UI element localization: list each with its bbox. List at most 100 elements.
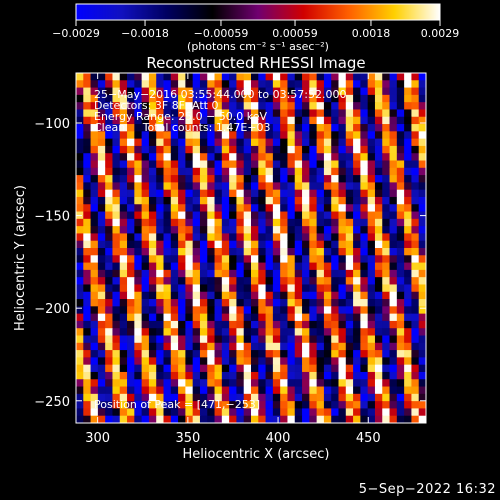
heatmap-cell: [418, 379, 427, 387]
heatmap-cell: [229, 102, 237, 110]
heatmap-cell: [148, 401, 157, 409]
heatmap-cell: [229, 116, 237, 125]
heatmap-cell: [192, 393, 201, 402]
heatmap-cell: [331, 277, 339, 285]
heatmap-cell: [272, 204, 281, 212]
heatmap-cell: [185, 204, 194, 212]
heatmap-cell: [367, 94, 376, 103]
heatmap-cell: [192, 415, 201, 424]
heatmap-cell: [338, 226, 347, 234]
heatmap-cell: [294, 335, 303, 344]
heatmap-cell: [382, 226, 390, 234]
heatmap-cell: [127, 284, 135, 293]
heatmap-cell: [367, 371, 376, 380]
heatmap-cell: [404, 248, 412, 256]
heatmap-cell: [148, 284, 157, 293]
heatmap-cell: [199, 320, 208, 329]
heatmap-cell: [258, 371, 266, 380]
heatmap-cell: [148, 211, 157, 220]
heatmap-cell: [199, 262, 208, 271]
heatmap-cell: [163, 320, 172, 329]
heatmap-cell: [404, 284, 412, 293]
heatmap-cell: [316, 102, 325, 110]
heatmap-cell: [374, 153, 383, 161]
heatmap-cell: [236, 153, 245, 161]
heatmap-cell: [90, 262, 99, 271]
heatmap-cell: [148, 233, 157, 242]
heatmap-cell: [229, 393, 237, 402]
heatmap-cell: [353, 175, 361, 183]
heatmap-cell: [258, 313, 266, 322]
heatmap-cell: [141, 342, 150, 351]
heatmap-cell: [185, 80, 194, 88]
heatmap-cell: [360, 240, 369, 249]
heatmap-cell: [90, 153, 99, 161]
heatmap-cell: [367, 131, 376, 140]
heatmap-cell: [309, 153, 318, 161]
heatmap-cell: [90, 145, 99, 154]
heatmap-cell: [309, 80, 318, 88]
heatmap-cell: [418, 401, 427, 409]
heatmap-cell: [302, 167, 310, 176]
heatmap-cell: [119, 299, 128, 307]
heatmap-cell: [272, 131, 281, 140]
heatmap-cell: [105, 342, 113, 351]
heatmap-cell: [178, 401, 186, 409]
heatmap-cell: [83, 350, 91, 358]
heatmap-cell: [294, 291, 303, 300]
heatmap-cell: [323, 153, 332, 161]
heatmap-cell: [367, 255, 376, 263]
heatmap-cell: [97, 313, 106, 322]
heatmap-cell: [199, 160, 208, 169]
heatmap-cell: [411, 153, 420, 161]
heatmap-cell: [404, 226, 412, 234]
heatmap-cell: [360, 131, 369, 140]
heatmap-cell: [280, 87, 288, 96]
heatmap-cell: [90, 277, 99, 285]
heatmap-cell: [389, 138, 398, 147]
heatmap-cell: [367, 320, 376, 329]
heatmap-cell: [214, 269, 223, 278]
heatmap-cell: [280, 138, 288, 147]
heatmap-cell: [353, 196, 361, 205]
heatmap-cell: [411, 73, 420, 81]
heatmap-cell: [221, 386, 230, 395]
heatmap-cell: [272, 277, 281, 285]
heatmap-cell: [119, 204, 128, 212]
heatmap-cell: [90, 364, 99, 373]
heatmap-cell: [97, 364, 106, 373]
heatmap-cell: [97, 73, 106, 81]
heatmap-cell: [141, 160, 150, 169]
heatmap-cell: [404, 415, 412, 424]
heatmap-cell: [105, 218, 113, 227]
heatmap-cell: [294, 196, 303, 205]
heatmap-cell: [105, 175, 113, 183]
heatmap-cell: [207, 167, 215, 176]
heatmap-cell: [374, 116, 383, 125]
heatmap-cell: [309, 371, 318, 380]
heatmap-cell: [76, 131, 84, 140]
heatmap-cell: [76, 401, 84, 409]
heatmap-cell: [236, 364, 245, 373]
heatmap-cell: [207, 218, 215, 227]
heatmap-cell: [418, 328, 427, 336]
heatmap-cell: [309, 87, 318, 96]
heatmap-cell: [287, 80, 296, 88]
heatmap-cell: [309, 248, 318, 256]
heatmap-cell: [221, 415, 230, 424]
heatmap-cell: [141, 138, 150, 147]
heatmap-cell: [411, 204, 420, 212]
heatmap-cell: [221, 313, 230, 322]
heatmap-cell: [236, 277, 245, 285]
heatmap-cell: [221, 124, 230, 132]
heatmap-cell: [112, 189, 121, 198]
heatmap-cell: [156, 87, 164, 96]
heatmap-cell: [163, 138, 172, 147]
heatmap-cell: [389, 313, 398, 322]
heatmap-cell: [302, 189, 310, 198]
heatmap-cell: [302, 248, 310, 256]
heatmap-cell: [360, 116, 369, 125]
heatmap-cell: [207, 196, 215, 205]
heatmap-cell: [251, 131, 259, 140]
heatmap-cell: [258, 124, 266, 132]
